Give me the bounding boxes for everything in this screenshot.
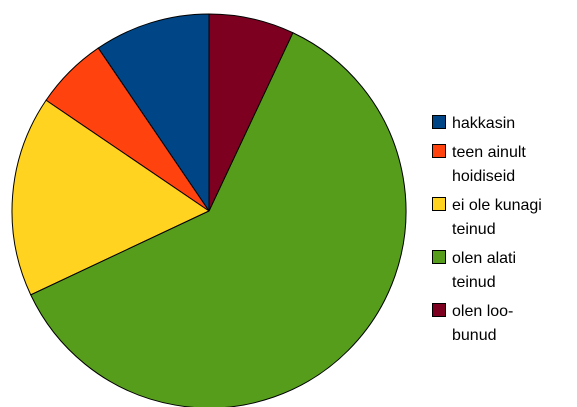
legend-swatch-3 [432, 250, 446, 264]
legend-label-4: olen loo- bunud [452, 300, 513, 348]
legend-label-2: ei ole kunagi teinud [452, 194, 542, 242]
legend-item-1: teen ainult hoidiseid [432, 141, 572, 189]
legend-item-3: olen alati teinud [432, 247, 572, 295]
legend-item-2: ei ole kunagi teinud [432, 194, 572, 242]
legend-swatch-2 [432, 197, 446, 211]
legend-swatch-4 [432, 303, 446, 317]
legend-label-0: hakkasin [452, 112, 515, 136]
legend-swatch-1 [432, 144, 446, 158]
legend: hakkasin teen ainult hoidiseid ei ole kuna… [432, 112, 572, 353]
legend-item-4: olen loo- bunud [432, 300, 572, 348]
legend-item-0: hakkasin [432, 112, 572, 136]
legend-label-1: teen ainult hoidiseid [452, 141, 526, 189]
legend-label-3: olen alati teinud [452, 247, 516, 295]
legend-swatch-0 [432, 115, 446, 129]
